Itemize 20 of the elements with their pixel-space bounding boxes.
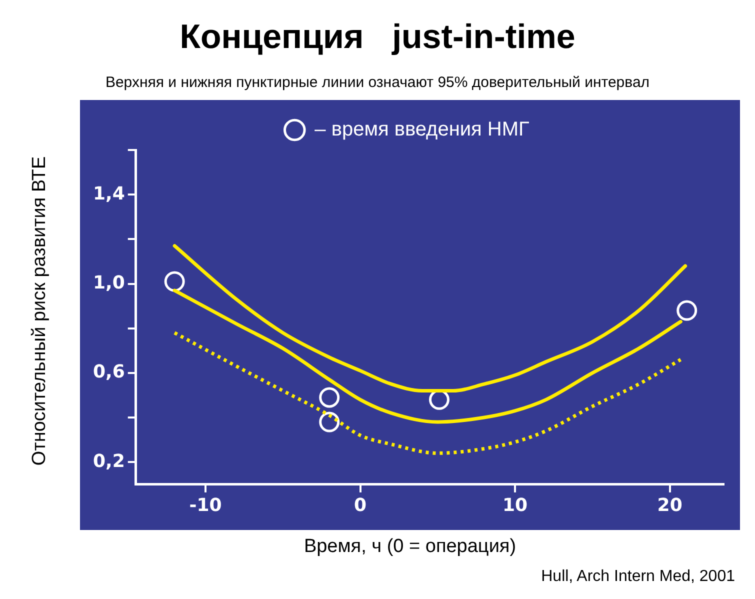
y-axis-title: Относительный риск развития ВТЕ bbox=[29, 155, 51, 468]
x-tick-label: 20 bbox=[657, 494, 682, 516]
line-series bbox=[172, 244, 688, 393]
point bbox=[319, 387, 340, 408]
x-tick-label: 0 bbox=[354, 494, 367, 516]
x-axis-title: Время, ч (0 = операция) bbox=[302, 536, 518, 558]
point bbox=[319, 412, 340, 432]
x-tick-label: 10 bbox=[502, 494, 528, 516]
point bbox=[676, 300, 698, 321]
chart-title: Концепция just-in-time bbox=[178, 18, 576, 57]
x-tick-label: -10 bbox=[189, 494, 222, 516]
y-tick-label: 1,4 bbox=[92, 183, 125, 204]
y-tick-label: 0,6 bbox=[92, 362, 125, 383]
y-tick-label: 1,0 bbox=[92, 272, 125, 294]
text: Hull, Arch Intern Med, 2001 bbox=[541, 568, 735, 586]
chart-subtitle: Верхняя и нижняя пунктирные линии означают 95% доверительный интервал bbox=[104, 74, 651, 91]
legend-label: – время введения НМГ bbox=[314, 118, 530, 141]
y-tick-label: 0,2 bbox=[92, 450, 125, 472]
point bbox=[164, 271, 185, 292]
line-series bbox=[172, 331, 682, 455]
